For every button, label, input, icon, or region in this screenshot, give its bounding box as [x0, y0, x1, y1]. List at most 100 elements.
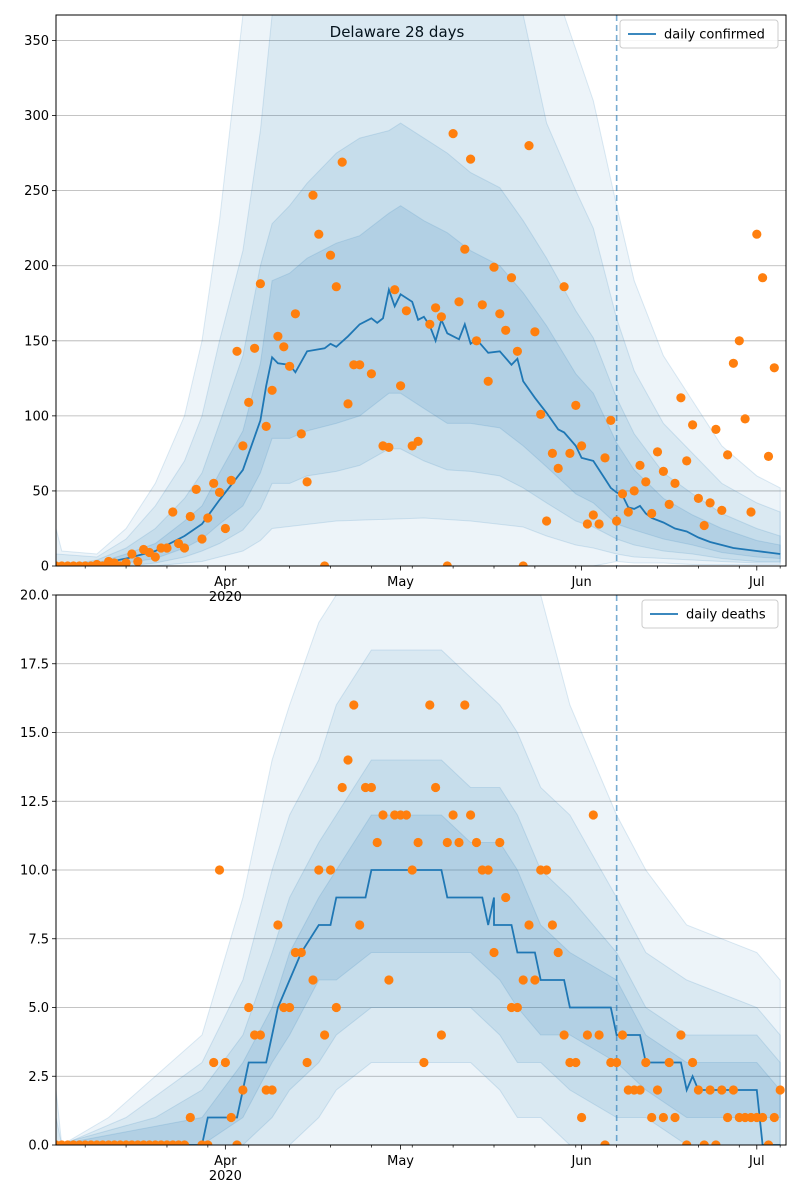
confirmed-observed-point [723, 450, 733, 460]
deaths-observed-point [577, 1112, 587, 1123]
deaths-observed-point [775, 1085, 785, 1095]
confirmed-observed-point [635, 460, 645, 470]
deaths-observed-point [244, 1002, 254, 1013]
deaths-observed-point [717, 1085, 727, 1095]
confirmed-observed-point [337, 157, 347, 167]
confirmed-observed-point [431, 303, 441, 313]
deaths-observed-point [553, 947, 563, 958]
confirmed-observed-point [127, 549, 137, 559]
confirmed-observed-point [261, 421, 271, 431]
deaths-xtick-sublabel: 2020 [209, 1169, 242, 1184]
deaths-ytick-label: 12.5 [20, 795, 49, 810]
deaths-ytick-label: 17.5 [20, 657, 49, 672]
deaths-xtick-label: Jul [748, 1154, 765, 1169]
deaths-observed-point [542, 865, 552, 875]
deaths-observed-point [273, 920, 283, 930]
deaths-observed-point [612, 1057, 622, 1068]
confirmed-observed-point [711, 424, 721, 434]
deaths-observed-point [547, 920, 558, 930]
confirmed-observed-point [629, 486, 639, 496]
deaths-observed-point [711, 1140, 721, 1145]
deaths-observed-point [401, 810, 411, 820]
deaths-observed-point [670, 1112, 680, 1123]
confirmed-observed-point [623, 507, 633, 517]
confirmed-observed-point [664, 499, 674, 509]
confirmed-observed-point [396, 381, 406, 391]
confirmed-observed-point [366, 369, 376, 379]
confirmed-observed-point [466, 154, 476, 164]
confirmed-observed-point [512, 346, 523, 356]
confirmed-xtick-label: Apr [214, 575, 237, 590]
confirmed-observed-point [536, 409, 546, 419]
confirmed-observed-point [390, 285, 400, 295]
deaths-observed-point [652, 1085, 663, 1095]
confirmed-observed-point [547, 448, 558, 458]
confirmed-observed-point [133, 556, 143, 566]
confirmed-observed-point [746, 507, 756, 517]
confirmed-xtick-label: Jul [748, 575, 765, 590]
confirmed-observed-point [185, 511, 195, 522]
deaths-observed-point [769, 1112, 779, 1123]
deaths-observed-point [728, 1085, 739, 1095]
deaths-observed-point [436, 1030, 446, 1040]
confirmed-observed-point [676, 393, 686, 403]
deaths-axes-frame [55, 594, 787, 1146]
deaths-band-wide [56, 649, 781, 1145]
deaths-observed-point [495, 837, 505, 848]
confirmed-ytick-label: 200 [24, 259, 49, 274]
confirmed-observed-point [162, 543, 172, 553]
confirmed-observed-point [577, 441, 587, 451]
deaths-observed-point [699, 1140, 709, 1145]
deaths-ytick-label: 5.0 [28, 1001, 49, 1016]
deaths-observed-point [763, 1140, 774, 1145]
confirmed-observed-point [331, 282, 341, 292]
confirmed-observed-point [752, 229, 762, 239]
deaths-observed-point [325, 865, 336, 875]
confirmed-observed-point [588, 510, 598, 520]
confirmed-band-medium [56, 122, 781, 566]
confirmed-ytick-label: 0 [41, 560, 49, 575]
confirmed-xtick-label: Jun [570, 575, 591, 590]
confirmed-observed-point [232, 346, 242, 356]
confirmed-ytick-label: 250 [24, 184, 49, 199]
confirmed-observed-point [477, 300, 487, 310]
confirmed-observed-point [448, 129, 458, 139]
confirmed-ytick-label: 350 [24, 34, 49, 49]
deaths-observed-point [220, 1057, 230, 1068]
deaths-observed-point [647, 1112, 657, 1123]
deaths-observed-point [442, 837, 452, 848]
deaths-observed-point [238, 1085, 248, 1095]
confirmed-observed-point [705, 498, 715, 508]
confirmed-observed-point [296, 429, 306, 439]
confirmed-observed-point [734, 336, 744, 346]
confirmed-xtick-sublabel: 2020 [209, 590, 242, 605]
confirmed-observed-point [442, 561, 452, 566]
confirmed-observed-point [320, 561, 330, 566]
confirmed-observed-point [530, 327, 540, 337]
confirmed-observed-point [542, 516, 552, 526]
deaths-ytick-label: 2.5 [28, 1070, 49, 1085]
confirmed-observed-point [471, 336, 482, 346]
confirmed-observed-point [302, 477, 312, 487]
figure-title: Delaware 28 days [330, 23, 465, 41]
confirmed-observed-point [489, 262, 499, 272]
confirmed-observed-point [121, 558, 131, 566]
confirmed-observed-point [682, 456, 692, 466]
deaths-observed-point [431, 782, 441, 793]
confirmed-observed-point [582, 519, 593, 529]
confirmed-band-widest [56, 15, 781, 566]
confirmed-observed-point [524, 141, 534, 151]
confirmed-observed-point [325, 250, 336, 260]
confirmed-observed-point [197, 534, 207, 544]
deaths-legend: daily deaths [641, 599, 779, 629]
deaths-band-narrow [56, 814, 781, 1145]
confirmed-axes-frame [55, 14, 787, 567]
confirmed-observed-point [290, 309, 300, 319]
deaths-ytick-label: 10.0 [20, 864, 49, 879]
deaths-ytick-label: 20.0 [20, 589, 49, 604]
confirmed-observed-point [740, 414, 750, 424]
confirmed-observed-point [244, 397, 254, 407]
confirmed-observed-point [238, 441, 248, 451]
